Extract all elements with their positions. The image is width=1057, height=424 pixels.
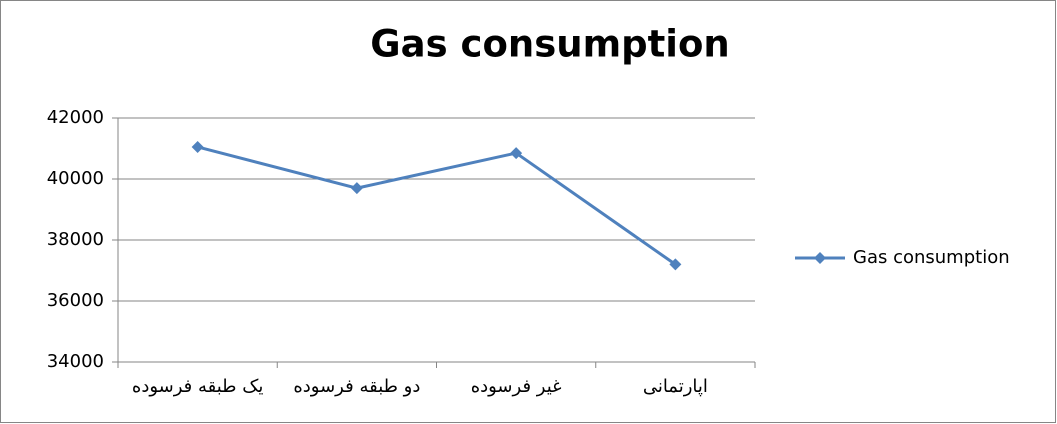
x-tick-label: اپارتمانی: [643, 376, 708, 397]
chart-title: Gas consumption: [370, 23, 729, 66]
y-tick-label: 34000: [47, 351, 104, 372]
y-tick-label: 38000: [47, 229, 104, 250]
x-tick-label: غیر فرسوده: [471, 376, 562, 397]
marker: [510, 147, 523, 160]
marker: [350, 182, 363, 195]
y-tick-label: 36000: [47, 290, 104, 311]
y-tick-label: 40000: [47, 168, 104, 189]
x-tick-label: دو طبقه فرسوده: [293, 376, 420, 397]
marker: [191, 140, 204, 153]
legend-marker: [814, 252, 826, 264]
series-line: [197, 145, 677, 266]
y-tick-label: 42000: [47, 107, 104, 128]
x-tick-label: یک طبقه فرسوده: [132, 376, 263, 397]
marker: [669, 258, 682, 271]
legend-label: Gas consumption: [853, 247, 1010, 268]
